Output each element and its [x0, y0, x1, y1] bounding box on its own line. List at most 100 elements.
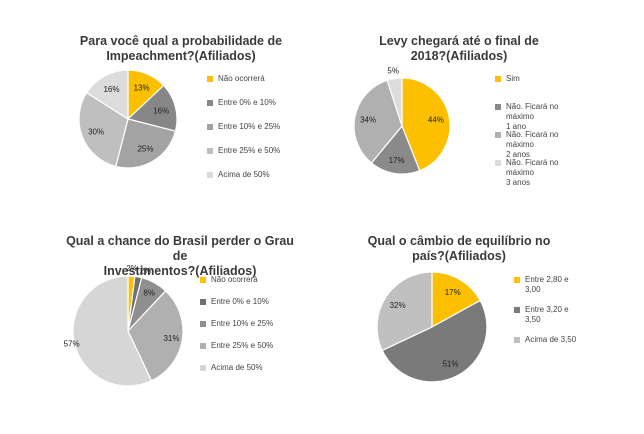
- chart-title-line1: Qual a chance do Brasil perder o Grau de: [66, 234, 294, 263]
- legend-item: Não ocorrerá: [200, 275, 290, 285]
- pie-chart: 13% 16% 25% 30% 16%: [78, 69, 178, 169]
- legend-swatch: [200, 321, 206, 327]
- legend-item: Acima de 50%: [207, 170, 297, 180]
- pie-slice-2: [370, 124, 421, 175]
- chart-title-line1: Qual o câmbio de equilíbrio no: [367, 234, 551, 248]
- legend-label: Entre 25% e 50%: [211, 341, 274, 350]
- pie-chart: 44% 17% 34% 5%: [353, 67, 451, 175]
- legend-item: Não. Ficará no máximo 1 ano: [495, 102, 585, 132]
- chart-panel-impeachment: Para você qual a probabilidade de Impeac…: [70, 30, 292, 200]
- legend-item: Acima de 50%: [200, 363, 290, 373]
- chart-title: Levy chegará até o final de 2018?(Afilia…: [343, 34, 575, 64]
- chart-panel-grau-investimento: Qual a chance do Brasil perder o Grau de…: [60, 230, 300, 410]
- pie-slice-label: 51%: [442, 359, 458, 368]
- chart-title-line2: Investimentos?(Afiliados): [103, 264, 257, 278]
- pie-slice-label: 5%: [387, 67, 399, 76]
- legend-swatch: [207, 172, 213, 178]
- legend-item: Não. Ficará no máximo 2 anos: [495, 130, 585, 160]
- legend-item: Sim: [495, 74, 585, 84]
- pie-slice-label: 57%: [64, 340, 80, 349]
- legend-label: Não. Ficará no máximo 1 ano: [506, 102, 559, 131]
- pie-slice-label: 34%: [360, 116, 376, 125]
- legend-swatch: [200, 299, 206, 305]
- pie-slice-label: 32%: [390, 301, 406, 310]
- pie-slice-1: [431, 271, 482, 329]
- pie-slice-5: [72, 275, 153, 387]
- pie-slice-2: [381, 299, 488, 383]
- pie-slice-label: 13%: [134, 84, 150, 93]
- legend-item: Entre 3,20 e 3,50: [514, 305, 604, 325]
- pie-slice-label: 31%: [163, 334, 179, 343]
- pie-slice-2: [126, 84, 178, 132]
- pie-chart: 2% 2% 8% 31% 57%: [64, 264, 184, 387]
- pie-slice-label: 30%: [88, 128, 104, 137]
- pie-slice-label: 16%: [103, 85, 119, 94]
- legend-swatch: [200, 277, 206, 283]
- legend-swatch: [495, 76, 501, 82]
- pie-slice-4: [127, 290, 184, 382]
- chart-panel-levy: Levy chegará até o final de 2018?(Afilia…: [343, 30, 575, 200]
- pie-slice-label: 2%: [140, 267, 152, 276]
- chart-panel-cambio: Qual o câmbio de equilíbrio no país?(Afi…: [343, 230, 576, 410]
- legend-swatch: [495, 160, 501, 166]
- legend-label: Sim: [506, 74, 520, 83]
- legend-item: Entre 0% e 10%: [207, 98, 297, 108]
- legend-label: Entre 3,20 e 3,50: [525, 305, 569, 324]
- pie-chart: 17% 51% 32%: [376, 271, 488, 383]
- legend-label: Entre 10% e 25%: [211, 319, 274, 328]
- legend-item: Entre 10% e 25%: [200, 319, 290, 329]
- legend-swatch: [207, 148, 213, 154]
- pie-slice-label: 8%: [143, 288, 155, 297]
- legend-swatch: [207, 100, 213, 106]
- legend-item: Não ocorrerá: [207, 74, 297, 84]
- pie-slice-4: [78, 91, 129, 168]
- pie-slice-label: 17%: [445, 288, 461, 297]
- pie-slice-5: [85, 69, 129, 121]
- pie-slice-4: [386, 77, 403, 127]
- legend-label: Acima de 50%: [218, 170, 270, 179]
- pie-slice-label: 17%: [389, 156, 405, 165]
- legend-swatch: [207, 124, 213, 130]
- legend-label: Entre 2,80 e 3,00: [525, 275, 569, 294]
- legend-item: Entre 2,80 e 3,00: [514, 275, 604, 295]
- legend-label: Entre 0% e 10%: [211, 297, 269, 306]
- chart-title: Qual o câmbio de equilíbrio no país?(Afi…: [343, 234, 575, 264]
- legend-label: Não. Ficará no máximo 3 anos: [506, 158, 559, 187]
- legend-label: Entre 25% e 50%: [218, 146, 281, 155]
- legend-label: Acima de 3,50: [525, 335, 577, 344]
- pie-slice-3: [115, 118, 177, 169]
- pie-slice-label: 2%: [126, 264, 138, 273]
- legend-item: Entre 10% e 25%: [207, 122, 297, 132]
- legend-item: Entre 25% e 50%: [207, 146, 297, 156]
- legend-swatch: [200, 365, 206, 371]
- pie-slice-1: [401, 77, 451, 172]
- chart-title-line1: Para você qual a probabilidade de: [79, 34, 283, 48]
- pie-slice-label: 25%: [137, 145, 153, 154]
- legend-swatch: [495, 132, 501, 138]
- legend-swatch: [200, 343, 206, 349]
- legend-label: Entre 10% e 25%: [218, 122, 281, 131]
- pie-slice-3: [376, 271, 433, 352]
- pie-slice-label: 16%: [153, 107, 169, 116]
- chart-title-line2: país?(Afiliados): [412, 249, 506, 263]
- chart-title: Para você qual a probabilidade de Impeac…: [70, 34, 292, 64]
- legend-swatch: [514, 277, 520, 283]
- legend-label: Não ocorrerá: [211, 275, 258, 284]
- pie-slice-3: [353, 79, 403, 164]
- pie-slice-label: 44%: [428, 116, 444, 125]
- chart-title-line1: Levy chegará até o final de: [379, 34, 539, 48]
- legend-label: Acima de 50%: [211, 363, 263, 372]
- legend-swatch: [495, 104, 501, 110]
- legend-swatch: [514, 307, 520, 313]
- legend-item: Entre 25% e 50%: [200, 341, 290, 351]
- chart-title: Qual a chance do Brasil perder o Grau de…: [60, 234, 300, 279]
- legend-swatch: [514, 337, 520, 343]
- legend-label: Entre 0% e 10%: [218, 98, 276, 107]
- legend-swatch: [207, 76, 213, 82]
- legend-label: Não ocorrerá: [218, 74, 265, 83]
- legend-item: Não. Ficará no máximo 3 anos: [495, 158, 585, 188]
- legend-label: Não. Ficará no máximo 2 anos: [506, 130, 559, 159]
- legend-item: Acima de 3,50: [514, 335, 604, 345]
- chart-title-line2: Impeachment?(Afiliados): [106, 49, 256, 63]
- legend-item: Entre 0% e 10%: [200, 297, 290, 307]
